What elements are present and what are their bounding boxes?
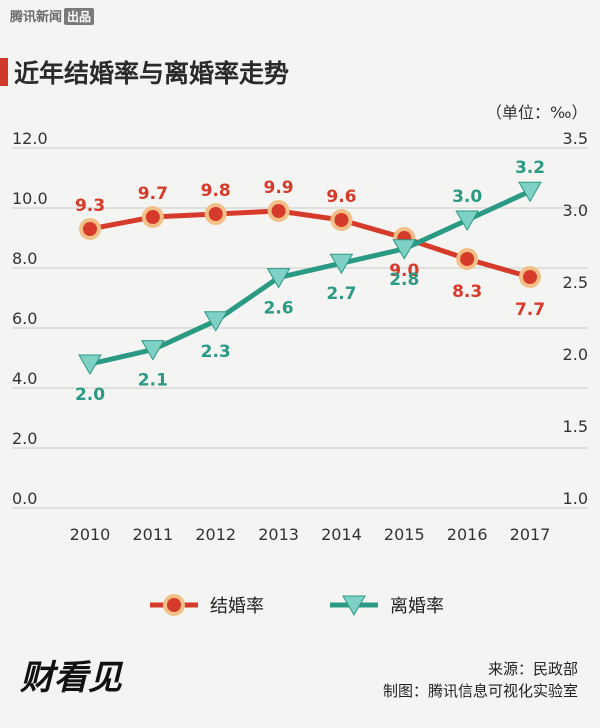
y-right-tick-label: 3.0 <box>563 201 588 220</box>
y-left-tick-label: 2.0 <box>12 429 37 448</box>
x-tick-label: 2012 <box>195 525 236 544</box>
divorce-data-label: 2.6 <box>264 299 294 319</box>
legend-divorce-label: 离婚率 <box>390 596 444 617</box>
marriage-data-label: 9.0 <box>389 261 419 281</box>
logo: 财看见 <box>20 658 122 698</box>
unit-label: （单位：‰） <box>486 103 588 122</box>
brand-name: 腾讯新闻 <box>10 10 63 25</box>
divorce-marker <box>78 354 102 375</box>
marriage-data-label: 7.7 <box>515 300 545 320</box>
divorce-data-label: 2.0 <box>75 385 105 405</box>
marriage-marker <box>145 210 160 224</box>
legend-marriage-label: 结婚率 <box>210 596 264 617</box>
x-tick-label: 2016 <box>447 525 488 544</box>
x-tick-label: 2017 <box>510 525 551 544</box>
divorce-marker <box>518 181 542 203</box>
x-tick-label: 2011 <box>132 525 173 544</box>
y-left-tick-label: 0.0 <box>12 489 37 508</box>
divorce-marker <box>455 210 480 231</box>
marriage-data-label: 9.8 <box>201 181 231 201</box>
divorce-marker <box>203 311 228 332</box>
marriage-data-label: 9.6 <box>326 187 356 207</box>
marriage-data-label: 9.7 <box>138 184 168 204</box>
divorce-data-label: 3.0 <box>452 187 482 207</box>
marriage-marker <box>334 213 349 227</box>
source-text: 来源：民政部 <box>487 660 578 678</box>
brand-badge: 出品 <box>64 8 95 25</box>
marriage-marker <box>83 222 97 236</box>
y-right-tick-label: 1.0 <box>563 489 588 508</box>
x-tick-label: 2014 <box>321 525 362 544</box>
divorce-rate-line <box>89 188 532 367</box>
marriage-marker <box>208 207 223 221</box>
marriage-marker <box>271 204 286 218</box>
y-left-tick-label: 10.0 <box>12 189 48 208</box>
maker-text: 制图：腾讯信息可视化实验室 <box>382 682 578 700</box>
divorce-data-label: 2.7 <box>326 284 356 304</box>
y-right-tick-label: 1.5 <box>563 417 588 436</box>
marriage-marker <box>523 270 537 284</box>
y-left-tick-label: 8.0 <box>12 249 37 268</box>
divorce-marker <box>266 268 291 289</box>
y-left-tick-label: 6.0 <box>12 309 37 328</box>
chart-title: 近年结婚率与离婚率走势 <box>14 59 290 88</box>
footer: 来源：民政部 制图：腾讯信息可视化实验室 <box>383 658 578 702</box>
marriage-data-label: 8.3 <box>452 282 482 302</box>
y-right-tick-label: 2.5 <box>563 273 588 292</box>
divorce-marker <box>140 340 165 361</box>
divorce-marker <box>392 239 417 260</box>
legend-divorce-marker <box>342 595 366 616</box>
x-tick-label: 2013 <box>258 525 299 544</box>
y-right-tick-label: 2.0 <box>563 345 588 364</box>
brand-header: 腾讯新闻 出品 <box>10 6 95 25</box>
divorce-data-label: 3.2 <box>515 158 545 178</box>
marriage-marker <box>460 252 475 266</box>
title-accent-bar <box>0 58 8 86</box>
marriage-data-label: 9.3 <box>75 196 105 216</box>
divorce-data-label: 2.3 <box>201 342 231 362</box>
y-left-tick-label: 12.0 <box>12 129 48 148</box>
divorce-data-label: 2.1 <box>138 371 168 391</box>
x-tick-label: 2015 <box>384 525 425 544</box>
divorce-data-label: 2.8 <box>389 270 419 290</box>
y-right-tick-label: 3.5 <box>563 129 588 148</box>
divorce-marker <box>329 253 354 275</box>
x-tick-label: 2010 <box>70 525 111 544</box>
marriage-data-label: 9.9 <box>264 178 294 198</box>
y-left-tick-label: 4.0 <box>12 369 37 388</box>
legend-marriage-marker <box>167 598 181 612</box>
